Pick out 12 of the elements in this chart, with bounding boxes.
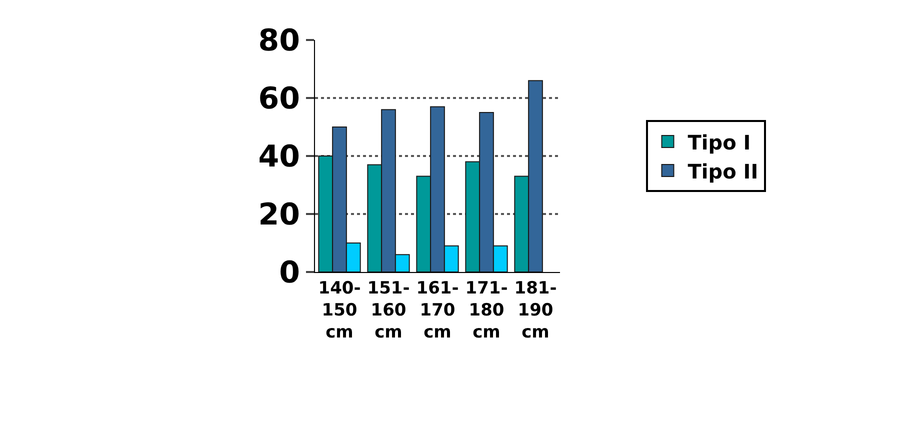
x-tick-label: 151-160 cm [367, 278, 410, 343]
y-tick-label: 40 [258, 140, 300, 174]
y-tick-label: 20 [258, 198, 300, 232]
legend-label: Tipo II [688, 159, 758, 184]
y-tick-label: 60 [258, 82, 300, 116]
x-tick-label: 171-180 cm [465, 278, 508, 343]
x-tick-label: 161-170 cm [416, 278, 459, 343]
x-tick-label: 140-150 cm [318, 278, 361, 343]
y-tick-label: 0 [279, 256, 300, 290]
y-tick-label: 80 [258, 24, 300, 58]
x-tick-label: 181-190 cm [514, 278, 557, 343]
legend-label: Tipo I [688, 130, 751, 154]
